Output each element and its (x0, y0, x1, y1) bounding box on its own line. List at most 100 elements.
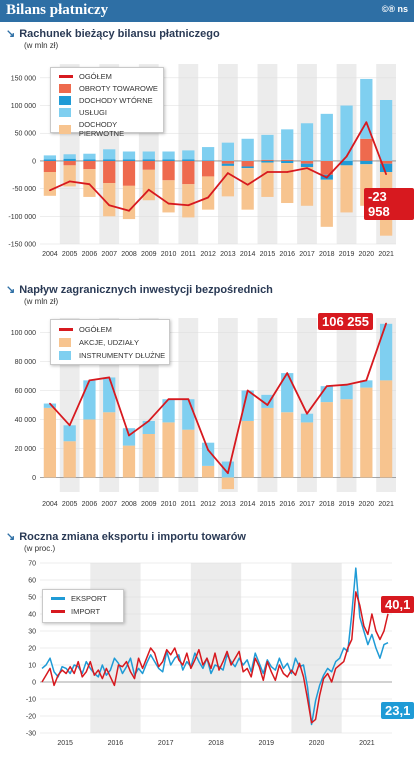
legend-fdi: OGÓŁEM AKCJE, UDZIAŁY INSTRUMENTY DŁUŻNE (50, 319, 170, 365)
x-tick-label: 2017 (299, 251, 315, 258)
data-point (246, 183, 249, 186)
bar-segment (241, 420, 254, 478)
section-unit-trade: (w proc.) (24, 544, 56, 553)
bar-segment (103, 377, 116, 413)
x-tick-label: 2015 (260, 501, 276, 508)
bar-segment (142, 160, 155, 170)
legend-item-goods: OBROTY TOWAROWE (59, 84, 158, 93)
legend-line-swatch (59, 328, 73, 331)
data-point (147, 188, 150, 191)
y-tick-label: 50 000 (15, 131, 37, 138)
legend-item-secondary-income: DOCHODY WTÓRNE (59, 96, 153, 105)
bar-segment (142, 434, 155, 478)
bar-segment (261, 407, 274, 478)
bar-segment (281, 373, 294, 413)
x-tick-label: 2010 (161, 251, 177, 258)
bar-segment (379, 100, 393, 161)
bar-segment (300, 167, 314, 206)
y-tick-label: 80 000 (15, 359, 37, 366)
section-title-trade: ↘ Roczna zmiana eksportu i importu towaró… (6, 531, 246, 543)
bar-segment (360, 78, 373, 139)
bar-segment (261, 134, 274, 160)
y-tick-label: 60 000 (15, 388, 37, 395)
bar-segment (261, 159, 274, 161)
bar-segment (320, 386, 333, 403)
x-tick-label: 2016 (108, 740, 124, 747)
y-tick-label: 10 (28, 663, 36, 670)
data-point (385, 173, 387, 175)
chart-trade: 2015 2016 2017 2018 2019 2020 2021 -30 -20 -10 0 10… (26, 561, 392, 747)
data-point (128, 209, 130, 212)
bar-segment (360, 160, 373, 165)
bar-segment (83, 159, 96, 161)
x-tick-label: 2017 (299, 501, 315, 508)
bar-segment (241, 168, 254, 210)
y-tick-label: 150 000 (11, 75, 36, 82)
data-point (207, 196, 209, 199)
bar-segment (43, 155, 57, 160)
data-point (68, 180, 71, 183)
bar-segment (281, 159, 294, 161)
bar-segment (182, 160, 195, 185)
bar-segment (122, 160, 136, 186)
data-point (325, 176, 328, 179)
bar-segment (281, 163, 294, 204)
data-point (286, 372, 289, 374)
data-point (49, 402, 51, 405)
bar-segment (201, 160, 215, 177)
bar-segment (43, 407, 57, 478)
x-tick-label: 2004 (42, 501, 58, 508)
bar-segment (63, 425, 76, 442)
y-tick-label: -30 (26, 731, 36, 738)
y-tick-label: 20 (28, 646, 36, 653)
bar-segment (340, 165, 353, 213)
bar-segment (320, 113, 333, 161)
x-tick-label: 2018 (319, 251, 335, 258)
bar-segment (83, 419, 96, 478)
x-tick-label: 2021 (378, 251, 394, 258)
x-tick-label: 2007 (101, 501, 117, 508)
chart-current-account: -150 000 -100 000 -50 000 0 50 000 100 000 150… (8, 64, 396, 258)
bar-segment (63, 441, 76, 478)
bar-segment (142, 151, 155, 160)
y-tick-label: 50 (28, 595, 36, 602)
bar-segment (379, 380, 393, 478)
data-point (286, 171, 289, 173)
data-point (266, 404, 269, 406)
y-tick-label: 0 (32, 680, 36, 687)
callout-current-account-2021: -23 958 (364, 188, 414, 220)
bar-segment (241, 166, 254, 169)
x-tick-label: 2019 (258, 740, 274, 747)
bar-segment (340, 105, 353, 161)
bar-segment (241, 160, 254, 167)
bar-segment (300, 160, 314, 164)
bar-segment (43, 160, 57, 172)
bar-segment (83, 153, 96, 160)
series-line-total (49, 121, 387, 212)
x-tick-label: 2009 (141, 251, 157, 258)
bar-segment (103, 149, 116, 160)
x-tick-label: 2006 (82, 251, 98, 258)
x-tick-label: 2016 (279, 501, 295, 508)
bar-segment (142, 169, 155, 201)
arrow-down-right-icon: ↘ (6, 531, 16, 543)
legend-item-import: IMPORT (51, 607, 100, 616)
y-tick-label: 40 000 (15, 417, 37, 424)
section-unit-fdi: (w mln zł) (24, 297, 59, 306)
series-line-import (41, 591, 389, 724)
bar-segment (63, 154, 76, 159)
x-tick-label: 2013 (220, 251, 236, 258)
bar-segment (340, 384, 353, 400)
data-point (187, 204, 190, 207)
legend-line-swatch (51, 597, 65, 600)
data-point (88, 183, 91, 185)
x-tick-label: 2017 (158, 740, 174, 747)
bar-segment (221, 160, 235, 164)
legend-line-swatch (59, 75, 73, 78)
bar-segment (300, 123, 314, 161)
data-point (147, 420, 150, 422)
bar-segment (320, 160, 333, 175)
bar-segment (281, 412, 294, 478)
x-tick-label: 2019 (339, 501, 355, 508)
x-tick-label: 2020 (359, 501, 375, 508)
